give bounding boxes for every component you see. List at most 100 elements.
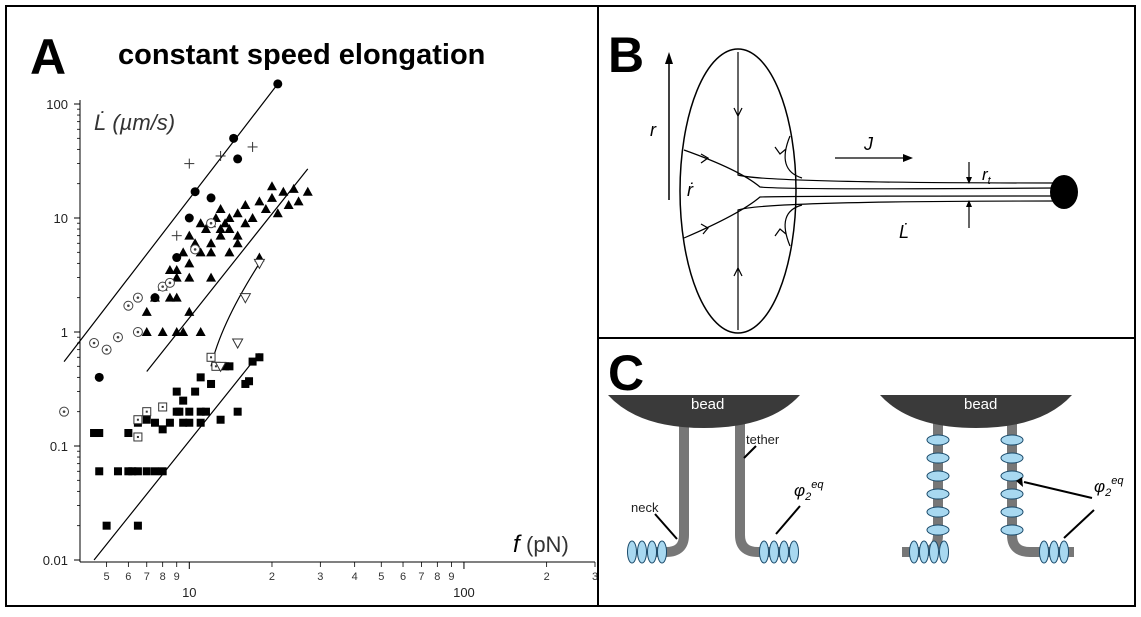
point-triangle <box>302 186 313 196</box>
x-axis-label-var: f <box>513 531 522 558</box>
point-triangle <box>206 272 217 282</box>
rt-arrowhead-bottom <box>966 200 972 207</box>
point-square-filled <box>172 387 181 396</box>
point-circle-dot <box>92 341 96 345</box>
point-square-filled <box>248 357 257 366</box>
point-triangle <box>254 196 265 206</box>
panel-a-letter: A <box>30 29 66 85</box>
flow-line-left-bottom <box>683 195 1056 239</box>
x-ticks: 5 6 7 8 9 2 3 4 5 6 7 8 9 2 310 100 <box>104 562 598 600</box>
protein-ellipse <box>939 540 949 564</box>
protein-ellipse <box>1000 488 1024 500</box>
fit-line <box>93 352 260 561</box>
point-triangle-down <box>214 361 227 373</box>
protein-ellipse <box>657 540 667 564</box>
data-points <box>59 79 313 530</box>
point-triangle <box>190 238 201 248</box>
label-tether: tether <box>746 432 780 447</box>
x-minor-label: 3 <box>592 571 598 583</box>
point-circle-filled <box>184 213 194 223</box>
point-square-filled <box>221 362 230 371</box>
bead-left <box>608 395 800 428</box>
protein-ellipse <box>1000 452 1024 464</box>
tether-arrow <box>743 445 757 459</box>
point-triangle-down <box>239 293 252 304</box>
point-square-dot <box>214 365 217 368</box>
phi-left-arrow <box>775 505 801 535</box>
point-square-filled <box>142 467 151 476</box>
point-triangle <box>293 196 304 206</box>
point-square-filled <box>245 377 254 386</box>
y-tick-label: 100 <box>46 97 68 112</box>
point-triangle <box>266 181 277 191</box>
x-minor-label: 6 <box>400 571 406 583</box>
protein-ellipse <box>926 488 950 500</box>
point-circle-dotted <box>190 244 201 255</box>
protein-ellipse <box>779 540 789 564</box>
protein-ellipse <box>1000 506 1024 518</box>
point-circle-filled <box>233 154 243 164</box>
panel-a: A constant speed elongation L̇ (µm/s) f … <box>30 29 598 600</box>
fit-line <box>63 83 279 362</box>
point-triangle <box>220 218 231 228</box>
label-rt-sub: t <box>988 175 992 187</box>
phi-right-arrowhead-1 <box>1016 477 1023 487</box>
point-square-filled <box>179 418 188 427</box>
point-triangle <box>232 238 243 248</box>
panel-c-letter: C <box>608 345 644 401</box>
point-triangle <box>157 327 168 336</box>
point-triangle <box>224 224 235 234</box>
protein-ellipse <box>627 540 637 564</box>
point-triangle <box>200 224 211 234</box>
point-square-dotted <box>142 407 152 417</box>
point-square-filled <box>124 429 133 438</box>
point-square-filled <box>207 379 216 388</box>
flow-arrow-5 <box>774 146 787 155</box>
point-triangle <box>288 183 299 193</box>
figure-frame <box>5 5 1136 607</box>
x-minor-label: 2 <box>544 571 550 583</box>
point-square-filled <box>113 467 122 476</box>
x-major-label: 10 <box>182 585 196 600</box>
x-major-label: 100 <box>453 585 475 600</box>
point-square-dot <box>210 356 213 359</box>
x-minor-label: 9 <box>448 571 454 583</box>
point-triangle <box>232 230 243 240</box>
protein-ellipse <box>637 540 647 564</box>
x-axis-label: f (pN) <box>513 531 569 558</box>
point-square-filled <box>201 407 210 416</box>
protein-ellipse <box>769 540 779 564</box>
point-circle-dot <box>161 285 164 288</box>
point-triangle <box>141 306 152 316</box>
x-minor-label: 3 <box>317 571 323 583</box>
point-circle-filled <box>273 79 283 89</box>
protein-ellipse <box>1039 540 1049 564</box>
point-triangle <box>283 200 294 210</box>
protein-ellipse <box>759 540 769 564</box>
point-triangle <box>171 292 182 302</box>
point-triangle <box>215 203 226 213</box>
point-circle-dot <box>105 348 108 351</box>
label-neck: neck <box>631 500 659 515</box>
point-circle-dot <box>116 335 120 339</box>
point-triangle <box>240 218 251 228</box>
fit-lines <box>63 83 309 561</box>
point-square-filled <box>150 418 159 427</box>
point-square-filled <box>95 467 104 476</box>
x-minor-label: 9 <box>174 571 180 583</box>
bead-right-label: bead <box>964 396 997 413</box>
point-circle-filled <box>172 253 182 263</box>
y-axis-label: L̇ (µm/s) <box>94 110 175 135</box>
point-triangle <box>184 272 195 282</box>
rt-arrowhead-top <box>966 177 972 184</box>
proteins-left <box>627 540 799 564</box>
y-tick-label: 10 <box>54 211 68 226</box>
point-circle-dot <box>193 248 197 251</box>
point-triangle <box>272 208 283 218</box>
point-plus <box>171 230 182 241</box>
proteins-right <box>909 434 1069 564</box>
protein-ellipse <box>926 506 950 518</box>
label-rdot: ṙ <box>687 180 694 200</box>
point-circle-dot <box>168 281 172 285</box>
phi-left-main: φ <box>794 481 805 500</box>
